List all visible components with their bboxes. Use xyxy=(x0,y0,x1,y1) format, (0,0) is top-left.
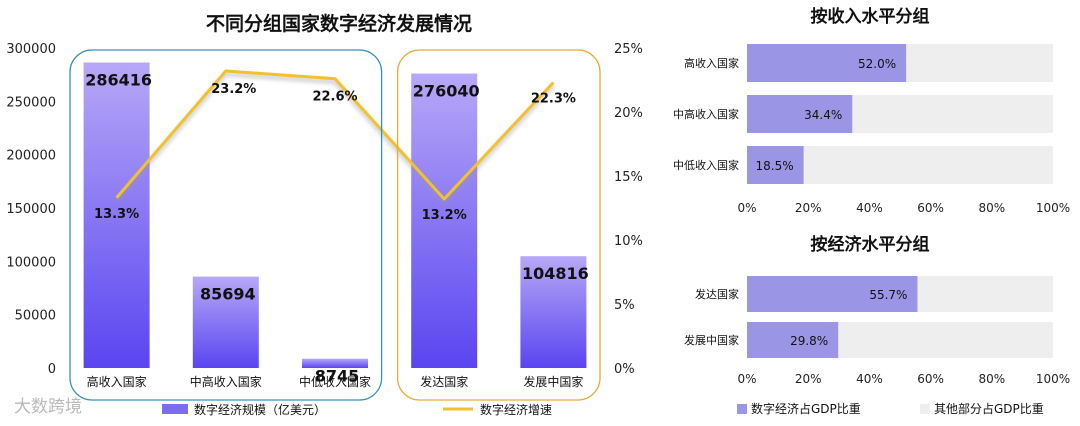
share-category-label: 中低收入国家 xyxy=(673,158,739,172)
share-x-tick-label: 20% xyxy=(795,372,822,386)
y2-tick-label: 25% xyxy=(614,42,643,57)
share-chart-title-2: 按经济水平分组 xyxy=(811,234,930,255)
x-category-label: 中低收入国家 xyxy=(299,374,371,389)
growth-value-label: 13.3% xyxy=(94,207,139,222)
y-tick-label: 50000 xyxy=(15,309,56,324)
y2-tick-label: 20% xyxy=(614,106,643,121)
share-value-label: 52.0% xyxy=(858,57,896,71)
y-tick-label: 200000 xyxy=(6,149,56,164)
bar-value-label: 286416 xyxy=(85,70,152,89)
y-tick-label: 150000 xyxy=(6,202,56,217)
share-x-tick-label: 40% xyxy=(856,372,883,386)
share-category-label: 发达国家 xyxy=(695,287,739,301)
growth-value-label: 22.6% xyxy=(312,90,357,105)
x-category-label: 发达国家 xyxy=(420,374,468,389)
share-x-tick-label: 40% xyxy=(856,201,883,215)
x-category-label: 中高收入国家 xyxy=(190,374,262,389)
y-tick-label: 100000 xyxy=(6,255,56,270)
y2-tick-label: 5% xyxy=(614,298,635,313)
share-x-tick-label: 20% xyxy=(795,201,822,215)
y2-tick-label: 10% xyxy=(614,234,643,249)
growth-value-label: 23.2% xyxy=(211,82,256,97)
y-tick-label: 0 xyxy=(48,362,56,377)
y2-tick-label: 15% xyxy=(614,170,643,185)
share-value-label: 34.4% xyxy=(804,108,842,122)
y2-tick-label: 0% xyxy=(614,362,635,377)
bar-value-label: 276040 xyxy=(413,82,480,101)
share-x-tick-label: 60% xyxy=(917,201,944,215)
share-value-label: 55.7% xyxy=(869,288,907,302)
x-category-label: 发展中国家 xyxy=(523,374,583,389)
share-x-tick-label: 80% xyxy=(978,201,1005,215)
share-value-label: 29.8% xyxy=(790,334,828,348)
share-x-tick-label: 80% xyxy=(978,372,1005,386)
share-x-tick-label: 0% xyxy=(737,372,756,386)
share-x-tick-label: 60% xyxy=(917,372,944,386)
y-tick-label: 250000 xyxy=(6,95,56,110)
share-category-label: 高收入国家 xyxy=(684,56,739,70)
share-x-tick-label: 100% xyxy=(1036,372,1070,386)
share-chart-title-1: 按收入水平分组 xyxy=(811,6,930,27)
x-category-label: 高收入国家 xyxy=(87,374,147,389)
share-category-label: 发展中国家 xyxy=(684,333,739,347)
legend-rest-label: 其他部分占GDP比重 xyxy=(934,401,1044,416)
legend-rest-swatch xyxy=(920,404,930,414)
bar-value-label: 104816 xyxy=(522,264,589,283)
bar-value-label: 85694 xyxy=(200,285,256,304)
legend-line-label: 数字经济增速 xyxy=(480,402,552,417)
legend-share-swatch xyxy=(737,404,747,414)
main-chart-title: 不同分组国家数字经济发展情况 xyxy=(206,12,472,35)
share-x-tick-label: 100% xyxy=(1036,201,1070,215)
growth-value-label: 13.2% xyxy=(422,208,467,223)
legend-share-label: 数字经济占GDP比重 xyxy=(751,401,861,416)
share-x-tick-label: 0% xyxy=(737,201,756,215)
growth-value-label: 22.3% xyxy=(531,92,576,107)
legend-bar-label: 数字经济规模（亿美元） xyxy=(194,402,326,417)
watermark: 大数跨境 xyxy=(14,392,82,417)
share-category-label: 中高收入国家 xyxy=(673,107,739,121)
legend-bar-swatch xyxy=(162,404,188,414)
y-tick-label: 300000 xyxy=(6,42,56,57)
share-value-label: 18.5% xyxy=(755,159,793,173)
